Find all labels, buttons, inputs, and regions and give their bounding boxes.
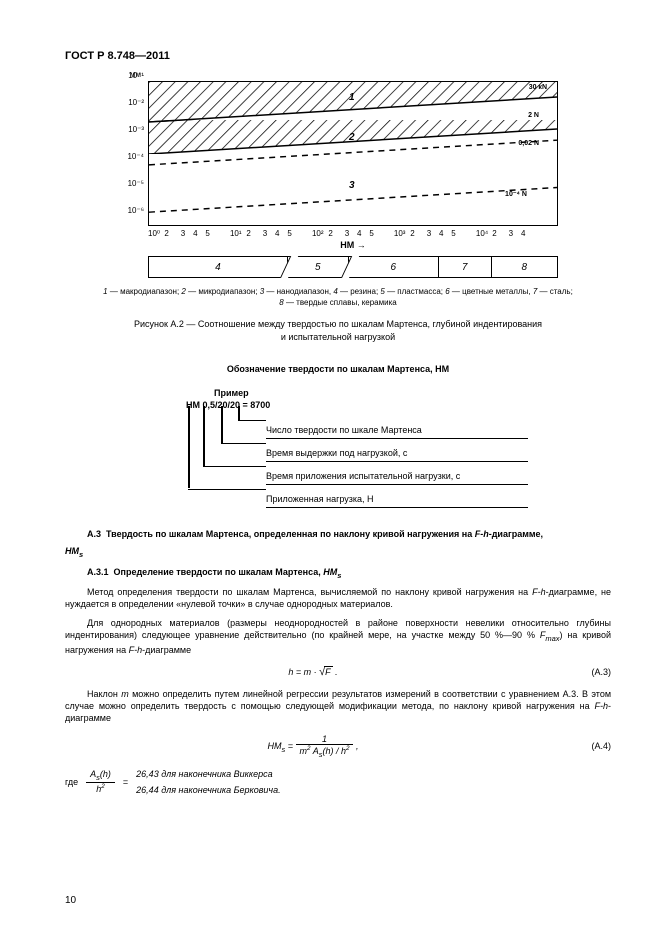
y-axis-unit: мм xyxy=(130,70,558,79)
section-title-hm: Обозначение твердости по шкалам Мартенса… xyxy=(65,364,611,374)
where-clause: где As(h) h2 = 26,43 для наконечника Вик… xyxy=(65,769,611,795)
chart-legend: 1 — макродиапазон; 2 — микродиапазон; 3 … xyxy=(65,286,611,308)
scale-5: 5 xyxy=(288,257,349,277)
y-tick: 10⁻⁴ xyxy=(118,153,144,161)
equation-a4: HMs = 1 m2 As(h) / h2 , (A.4) xyxy=(65,734,611,759)
scale-7: 7 xyxy=(439,257,492,277)
heading-a3: А.3 Твердость по шкалам Мартенса, опреде… xyxy=(65,529,611,539)
y-tick: 10⁻² xyxy=(118,99,144,107)
curve-label: 30 кN xyxy=(529,84,547,91)
ex-row1: Число твердости по шкале Мартенса xyxy=(266,423,528,439)
ex-row4: Приложенная нагрузка, Н xyxy=(266,492,528,508)
chart-plot-area: 1 2 3 30 кN 2 N 0,02 N 10⁻⁴ N xyxy=(148,81,558,226)
x-axis-title: HM → xyxy=(148,240,558,250)
scale-6: 6 xyxy=(349,257,439,277)
curve-label: 2 N xyxy=(528,112,539,119)
chart-figure: 10⁻¹ 10⁻² 10⁻³ 10⁻⁴ 10⁻⁵ 10⁻⁶ мм xyxy=(118,70,558,278)
paragraph-2: Для однородных материалов (размеры неодн… xyxy=(65,617,611,656)
y-tick: 10⁻³ xyxy=(118,126,144,134)
scale-bar: 4 5 6 7 8 xyxy=(148,256,558,278)
curve-label: 10⁻⁴ N xyxy=(505,190,527,198)
example-diagram: Пример HM 0,5/20/20 = 8700 Число твердос… xyxy=(148,388,528,511)
example-label: Пример xyxy=(214,388,528,398)
y-tick: 10⁻⁶ xyxy=(118,207,144,215)
curve-label: 0,02 N xyxy=(518,140,539,147)
region-2: 2 xyxy=(349,132,355,143)
y-axis-labels: 10⁻¹ 10⁻² 10⁻³ 10⁻⁴ 10⁻⁵ 10⁻⁶ xyxy=(118,70,148,215)
region-3: 3 xyxy=(349,180,355,191)
scale-4: 4 xyxy=(149,257,288,277)
figure-caption: Рисунок А.2 — Соотношение между твердост… xyxy=(65,318,611,343)
equation-a3: h = m · √F . (A.3) xyxy=(65,666,611,678)
page-number: 10 xyxy=(65,895,76,906)
region-1: 1 xyxy=(349,92,355,103)
doc-header: ГОСТ Р 8.748—2011 xyxy=(65,50,611,62)
y-tick: 10⁻⁵ xyxy=(118,180,144,188)
heading-a31: А.3.1 Определение твердости по шкалам Ма… xyxy=(65,567,611,580)
hm-s-symbol: HMs xyxy=(65,545,611,560)
scale-8: 8 xyxy=(492,257,557,277)
ex-row2: Время выдержки под нагрузкой, с xyxy=(266,446,528,462)
paragraph-1: Метод определения твердости по шкалам Ма… xyxy=(65,586,611,610)
ex-row3: Время приложения испытательной нагрузки,… xyxy=(266,469,528,485)
paragraph-3: Наклон m можно определить путем линейной… xyxy=(65,688,611,724)
x-axis-labels: 10⁰ 2 3 4 5 10¹ 2 3 4 5 10² 2 3 4 5 10³ … xyxy=(148,228,558,238)
